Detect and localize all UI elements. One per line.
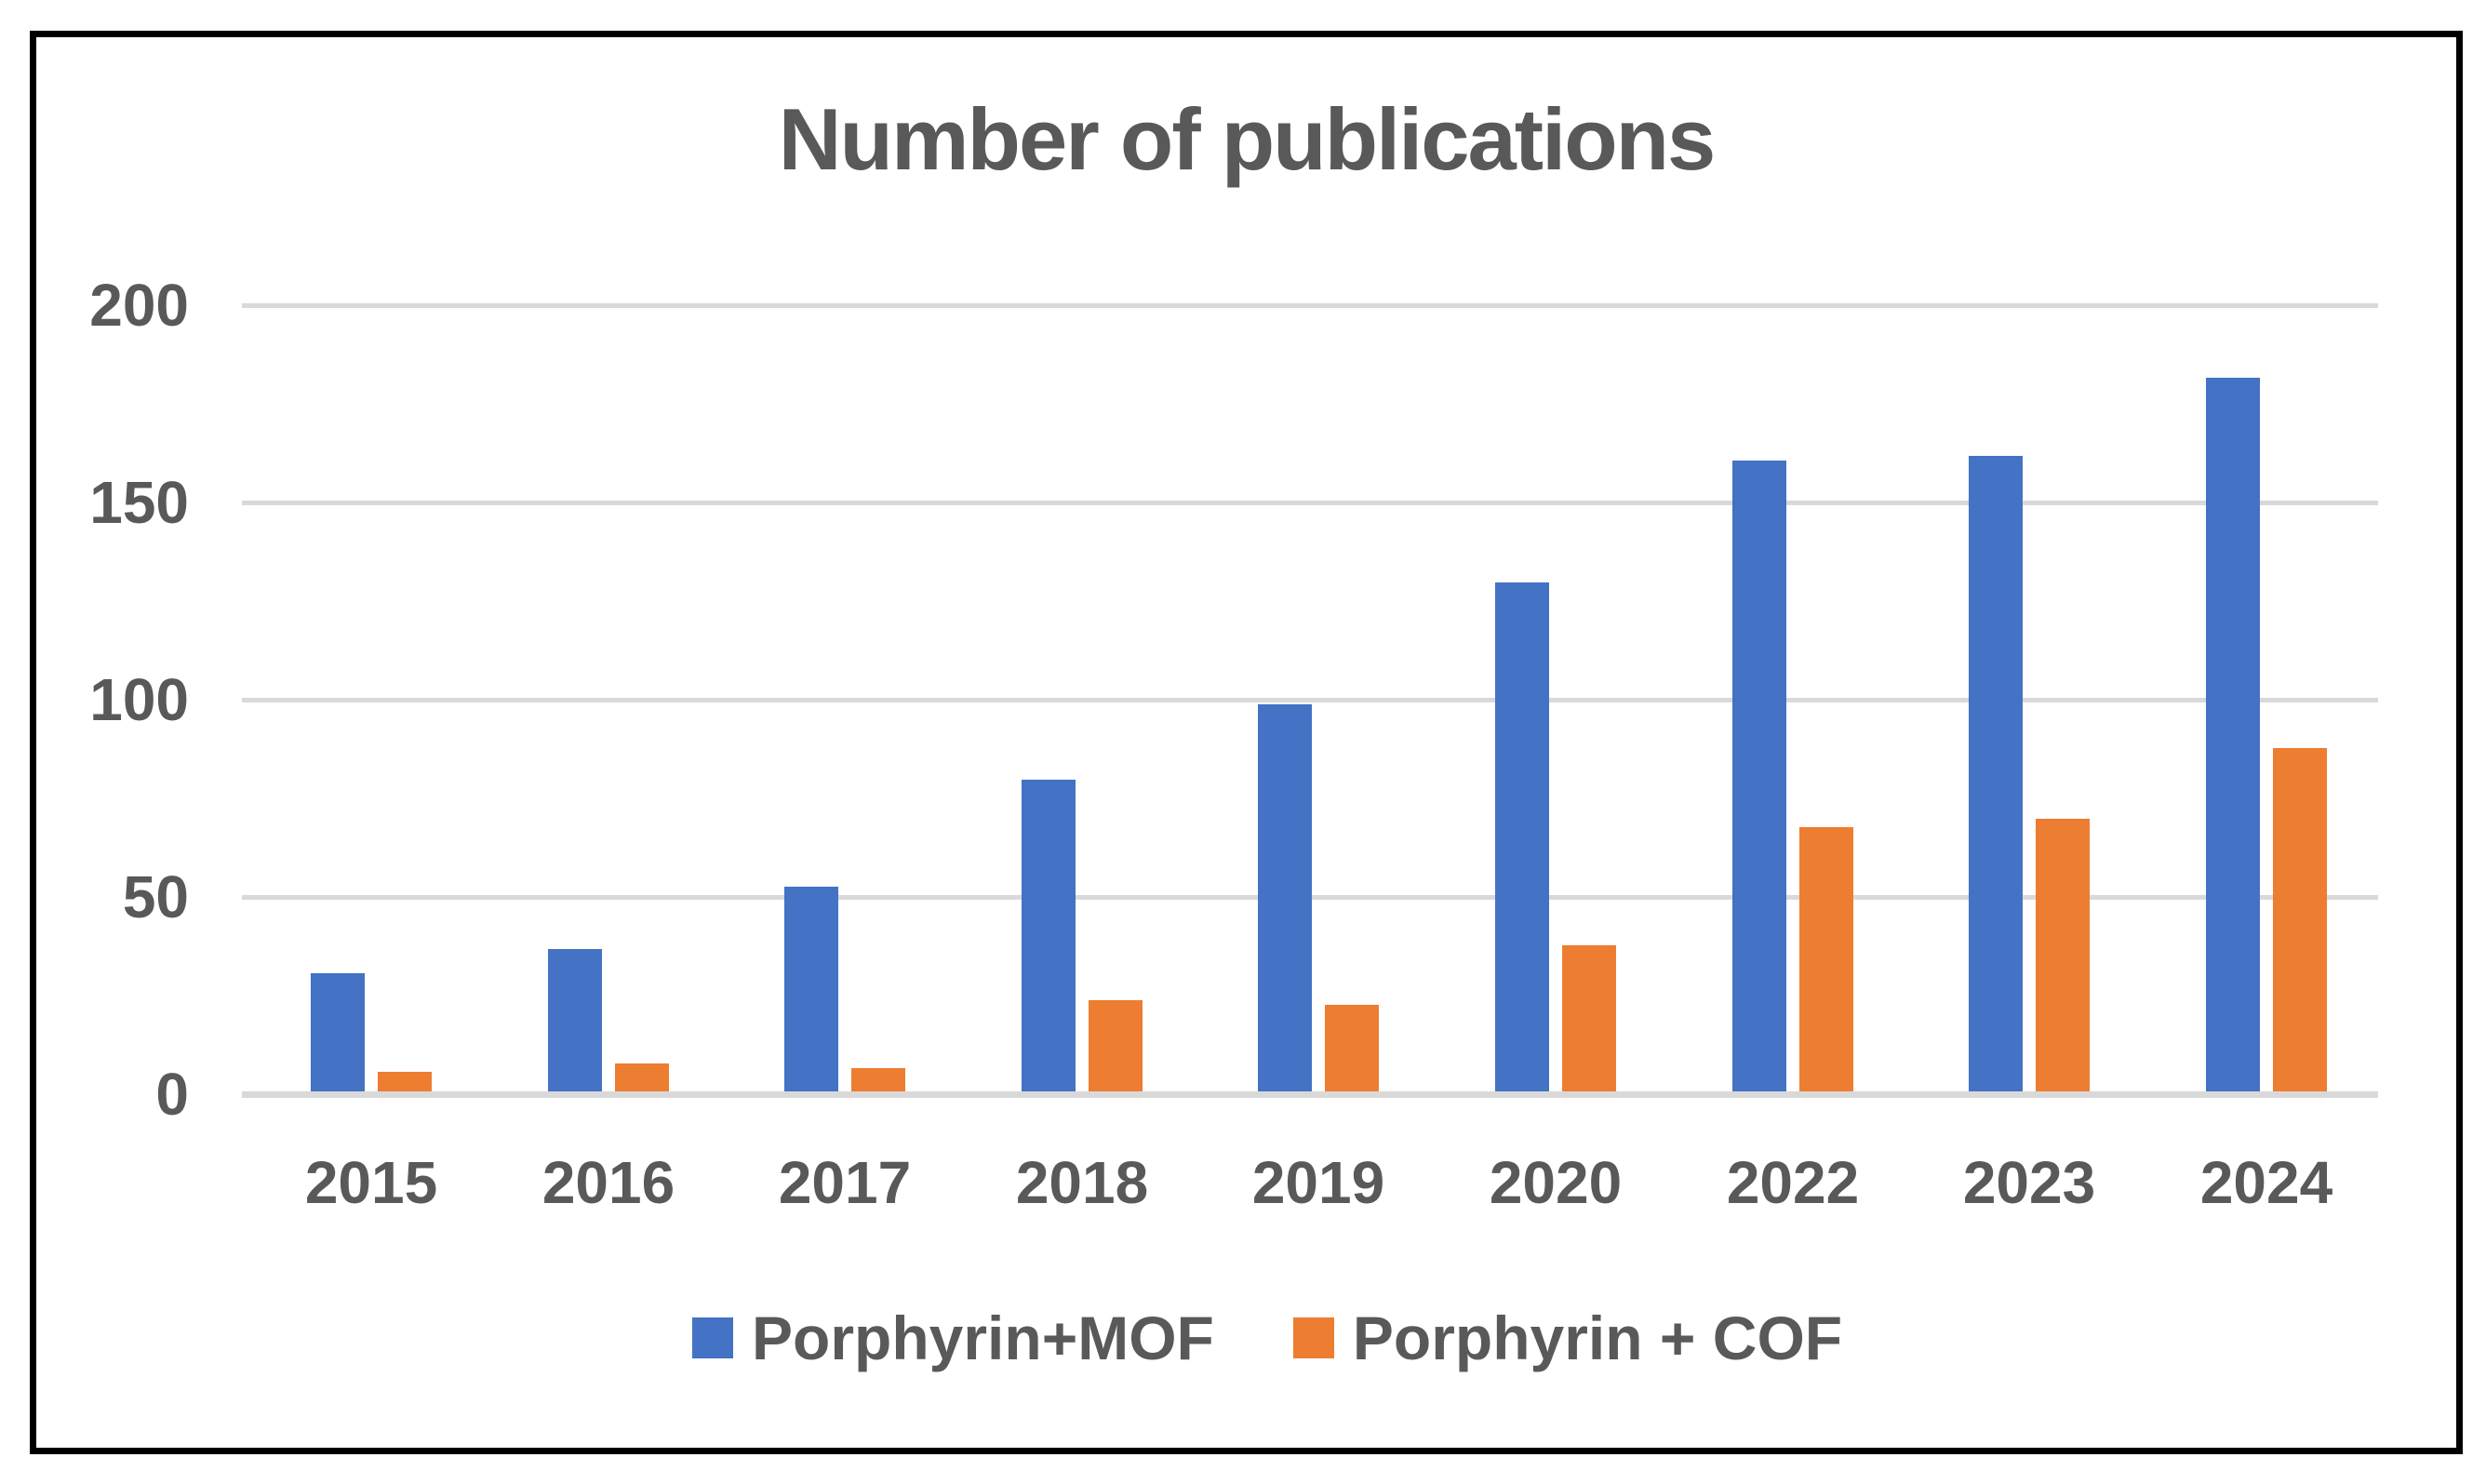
legend-item-mof: Porphyrin+MOF	[692, 1303, 1214, 1373]
x-tick-label-2016: 2016	[541, 1149, 675, 1216]
bar-porphyrin-cof-2020	[1562, 945, 1616, 1091]
y-tick-label-200: 200	[89, 272, 189, 339]
chart-legend: Porphyrin+MOF Porphyrin + COF	[692, 1304, 1842, 1372]
x-axis-line	[242, 1091, 2378, 1098]
bar-porphyrin-cof-2022	[1799, 827, 1853, 1091]
y-tick-label-100: 100	[89, 666, 189, 733]
x-tick-label-2020: 2020	[1489, 1149, 1623, 1216]
y-tick-label-50: 50	[122, 863, 189, 930]
bar-porphyrin-cof-2019	[1325, 1005, 1379, 1091]
x-tick-label-2023: 2023	[1962, 1149, 2096, 1216]
bar-porphyrin-mof-2018	[1022, 780, 1076, 1091]
bar-porphyrin-mof-2022	[1732, 461, 1786, 1091]
chart-outer-border	[30, 31, 2463, 1454]
legend-label-mof: Porphyrin+MOF	[752, 1304, 1214, 1372]
gridline-100	[242, 698, 2378, 702]
bar-porphyrin-cof-2024	[2273, 748, 2327, 1091]
bar-porphyrin-cof-2023	[2036, 819, 2090, 1091]
legend-swatch-blue-icon	[692, 1317, 733, 1358]
bar-porphyrin-mof-2024	[2206, 378, 2260, 1091]
bar-porphyrin-mof-2020	[1495, 582, 1549, 1091]
x-tick-label-2022: 2022	[1726, 1149, 1860, 1216]
chart-title: Number of publications	[778, 90, 1717, 188]
bar-porphyrin-mof-2015	[311, 973, 365, 1091]
bar-porphyrin-mof-2017	[784, 887, 838, 1091]
gridline-150	[242, 501, 2378, 505]
x-tick-label-2024: 2024	[2199, 1149, 2333, 1216]
bar-porphyrin-mof-2019	[1258, 704, 1312, 1091]
bar-porphyrin-mof-2023	[1969, 456, 2023, 1091]
bar-porphyrin-cof-2015	[378, 1072, 432, 1091]
y-tick-label-0: 0	[155, 1061, 189, 1128]
legend-label-cof: Porphyrin + COF	[1352, 1304, 1843, 1372]
x-tick-label-2015: 2015	[304, 1149, 438, 1216]
gridline-200	[242, 303, 2378, 308]
bar-porphyrin-cof-2018	[1089, 1000, 1143, 1091]
legend-swatch-orange-icon	[1292, 1317, 1334, 1358]
x-tick-label-2018: 2018	[1015, 1149, 1149, 1216]
x-tick-label-2017: 2017	[778, 1149, 912, 1216]
bar-porphyrin-mof-2016	[548, 949, 602, 1091]
bar-porphyrin-cof-2016	[615, 1063, 669, 1091]
x-tick-label-2019: 2019	[1251, 1149, 1385, 1216]
bar-porphyrin-cof-2017	[851, 1068, 905, 1091]
legend-item-cof: Porphyrin + COF	[1292, 1303, 1843, 1373]
y-tick-label-150: 150	[89, 469, 189, 536]
